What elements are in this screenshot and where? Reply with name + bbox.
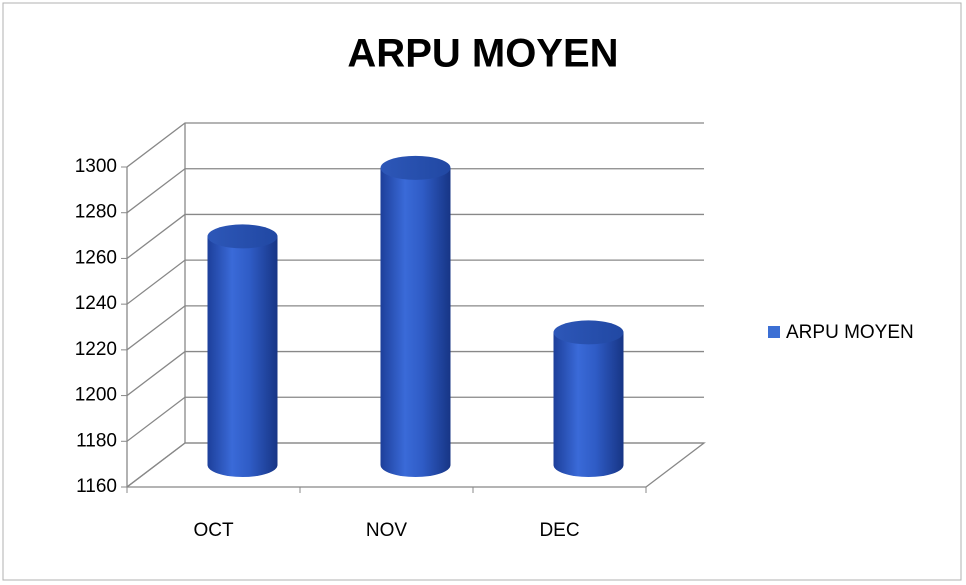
y-tick-label: 1300 bbox=[75, 156, 117, 177]
y-tick-label: 1220 bbox=[75, 339, 117, 360]
y-tick-label: 1260 bbox=[75, 247, 117, 268]
y-tick-label: 1240 bbox=[75, 293, 117, 314]
y-tick-label: 1200 bbox=[75, 385, 117, 406]
x-tick-label: NOV bbox=[366, 520, 408, 541]
y-tick-label: 1160 bbox=[76, 476, 117, 497]
bar-top bbox=[380, 155, 451, 180]
x-tick-label: DEC bbox=[539, 520, 579, 541]
x-tick-label: OCT bbox=[193, 520, 234, 541]
legend-label: ARPU MOYEN bbox=[786, 322, 914, 343]
y-tick-label: 1280 bbox=[75, 202, 117, 223]
legend-swatch bbox=[768, 326, 780, 338]
bar-top bbox=[207, 224, 278, 249]
bar bbox=[380, 167, 451, 477]
bar bbox=[553, 332, 624, 477]
chart-title: ARPU MOYEN bbox=[347, 32, 618, 76]
bar-top bbox=[553, 320, 624, 345]
y-tick-label: 1180 bbox=[76, 430, 117, 451]
bar bbox=[207, 236, 278, 477]
